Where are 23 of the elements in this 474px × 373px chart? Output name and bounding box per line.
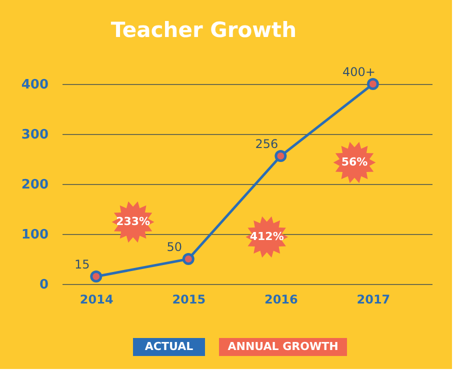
data-label: 256	[255, 137, 278, 151]
y-tick-label: 400	[21, 78, 48, 92]
point	[90, 270, 102, 282]
x-tick-label: 2014	[80, 292, 114, 306]
x-tick-label: 2017	[356, 292, 390, 306]
y-tick-label: 0	[39, 278, 48, 292]
data-label: 400+	[342, 65, 376, 79]
text: ACTUAL	[144, 340, 194, 353]
annotation: 56%	[341, 156, 368, 168]
x-tick-label: 2016	[264, 292, 298, 306]
y-tick-label: 100	[21, 228, 48, 242]
data-label: 50	[166, 240, 182, 254]
data-label: 15	[74, 258, 90, 272]
point	[274, 150, 287, 162]
text: ANNUAL GROWTH	[228, 340, 338, 353]
chart-title: Teacher Growth	[110, 18, 297, 42]
annotation: 233%	[116, 215, 150, 228]
y-tick-label: 300	[21, 128, 48, 142]
point	[182, 253, 194, 265]
point	[366, 78, 379, 90]
annotation: 412%	[250, 230, 284, 243]
y-tick-label: 200	[21, 178, 48, 192]
x-tick-label: 2015	[172, 292, 206, 306]
